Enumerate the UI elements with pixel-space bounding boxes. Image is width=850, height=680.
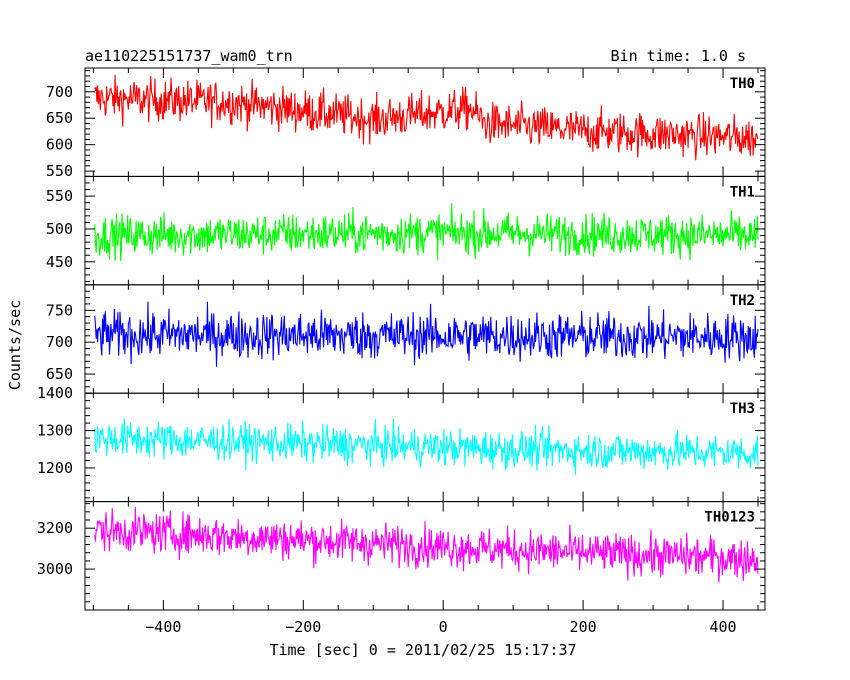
panel-frame — [84, 175, 766, 286]
y-tick-label: 700 — [46, 333, 73, 351]
y-tick-label: 650 — [46, 109, 73, 127]
panel-label: TH0123 — [704, 510, 755, 526]
series-th0123 — [94, 507, 759, 583]
series-th3 — [94, 418, 759, 475]
panel-label: TH2 — [730, 293, 755, 309]
panel-label: TH1 — [730, 184, 755, 200]
x-tick-label: −400 — [145, 618, 181, 636]
y-tick-label: 450 — [46, 253, 73, 271]
y-tick-label: 1400 — [37, 384, 73, 402]
y-tick-label: 700 — [46, 83, 73, 101]
panel-th2: 650 700 750 TH2 — [46, 284, 766, 394]
panel-th3: 1200 1300 1400 TH3 — [37, 384, 766, 503]
panel-label: TH3 — [730, 401, 755, 417]
panel-th0: 550 600 650 700 TH0 — [46, 67, 766, 180]
chart-title: ae110225151737_wam0_trn — [85, 47, 293, 65]
x-tick-label: −200 — [285, 618, 321, 636]
panel-th1: 450 500 550 TH1 — [46, 175, 766, 286]
y-tick-label: 3000 — [37, 560, 73, 578]
x-tick-label: 400 — [709, 618, 736, 636]
y-tick-label: 650 — [46, 365, 73, 383]
x-tick-label: 200 — [570, 618, 597, 636]
panel-label: TH0 — [730, 76, 755, 92]
series-th1 — [94, 203, 759, 261]
panel-th0123: 3000 3200 TH0123 — [37, 501, 766, 611]
x-tick-label: 0 — [439, 618, 448, 636]
series-th0 — [94, 74, 759, 161]
y-tick-label: 1200 — [37, 459, 73, 477]
panel-frame — [84, 392, 766, 503]
y-tick-label: 600 — [46, 136, 73, 154]
y-tick-label: 3200 — [37, 519, 73, 537]
y-tick-label: 550 — [46, 162, 73, 180]
y-tick-label: 500 — [46, 220, 73, 238]
y-tick-label: 750 — [46, 301, 73, 319]
x-axis-label: Time [sec] 0 = 2011/02/25 15:17:37 — [269, 641, 576, 659]
panels-group: 550 600 650 700 TH0 450 500 550 TH1 650 700 750 TH2 1… — [37, 67, 766, 611]
panel-frame — [84, 501, 766, 611]
y-tick-label: 550 — [46, 187, 73, 205]
x-axis: −400 −200 0 200 400 — [145, 618, 736, 636]
y-axis-label: Counts/sec — [6, 300, 24, 390]
bin-time-label: Bin time: 1.0 s — [611, 47, 746, 65]
y-tick-label: 1300 — [37, 422, 73, 440]
series-th2 — [94, 301, 759, 367]
